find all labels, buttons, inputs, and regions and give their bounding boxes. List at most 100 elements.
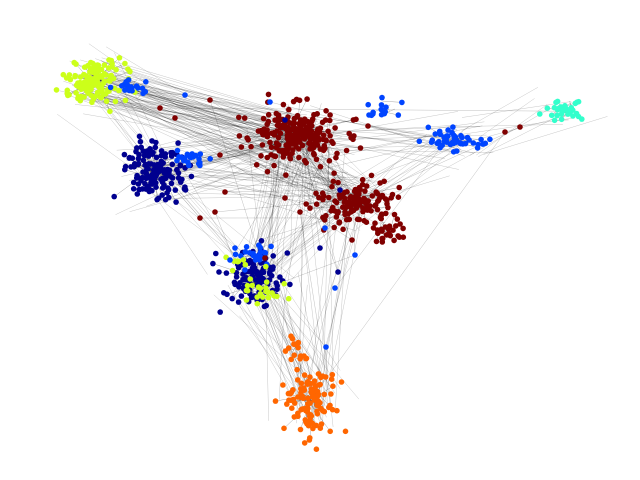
graph-node-community-maroon — [333, 214, 340, 220]
graph-node-community-navy — [158, 162, 164, 168]
graph-edge — [101, 57, 319, 123]
graph-node-community-lime — [106, 57, 112, 63]
graph-node-community-lime — [72, 73, 78, 80]
graph-node-community-orange — [295, 340, 301, 347]
graph-node-community-maroon — [391, 211, 398, 218]
graph-node-community-lime — [249, 282, 255, 289]
graph-node-community-orange — [303, 419, 309, 425]
graph-node-community-blue — [323, 344, 329, 350]
graph-edge — [139, 163, 357, 232]
graph-node-community-maroon — [313, 156, 320, 163]
graph-edge — [105, 46, 347, 192]
graph-edge — [248, 204, 361, 254]
graph-node-community-maroon — [289, 121, 296, 127]
graph-node-community-maroon — [253, 162, 260, 168]
graph-edge — [69, 95, 370, 207]
graph-node-community-maroon — [286, 106, 292, 113]
graph-node-community-maroon — [330, 140, 336, 147]
graph-node-community-maroon — [301, 157, 308, 164]
graph-node-community-maroon — [316, 194, 322, 201]
graph-node-community-maroon — [377, 180, 383, 186]
graph-node-community-maroon — [296, 97, 303, 104]
graph-edge — [109, 87, 354, 185]
graph-node-community-maroon — [258, 153, 264, 159]
graph-node-community-navy — [210, 260, 216, 267]
graph-node-community-blue — [242, 249, 249, 255]
graph-node-community-lime — [257, 285, 264, 292]
graph-node-community-blue — [332, 285, 338, 291]
graph-node-community-orange — [291, 414, 298, 420]
graph-node-community-navy — [216, 269, 222, 275]
graph-node-community-lime — [244, 282, 251, 289]
graph-node-community-navy — [268, 272, 275, 279]
graph-node-community-maroon — [258, 127, 265, 134]
graph-edge — [74, 104, 287, 128]
graph-node-community-navy — [148, 149, 155, 156]
graph-edge — [239, 315, 308, 405]
graph-node-community-maroon — [378, 193, 385, 200]
graph-node-community-orange — [308, 386, 315, 393]
graph-node-community-navy — [141, 152, 148, 159]
graph-node-community-navy — [135, 155, 142, 162]
graph-edge — [461, 101, 572, 118]
graph-node-community-navy — [253, 277, 259, 283]
graph-node-community-blue — [352, 252, 358, 258]
graph-node-community-maroon — [298, 125, 305, 132]
graph-edge — [172, 152, 278, 202]
graph-node-community-blue — [250, 250, 256, 257]
graph-node-community-blue — [450, 124, 456, 130]
graph-node-community-orange — [307, 435, 313, 441]
graph-node-community-maroon — [268, 130, 275, 136]
graph-edge — [63, 80, 376, 184]
graph-node-community-navy — [224, 291, 230, 298]
graph-node-community-maroon — [285, 129, 291, 135]
graph-node-community-cyan — [558, 111, 565, 117]
graph-node-community-navy — [258, 238, 265, 244]
graph-node-community-lime — [223, 254, 229, 261]
graph-node-community-orange — [321, 391, 328, 398]
graph-node-community-maroon — [351, 133, 357, 139]
graph-node-community-lime — [85, 85, 91, 91]
graph-node-community-maroon — [271, 162, 277, 169]
graph-node-community-maroon — [265, 91, 272, 98]
graph-edge — [95, 58, 264, 120]
graph-node-community-maroon — [374, 190, 381, 197]
graph-node-community-blue — [242, 267, 248, 273]
graph-edge — [88, 91, 269, 152]
graph-edge — [315, 140, 445, 159]
graph-node-community-maroon — [342, 209, 348, 215]
graph-node-community-lime — [89, 60, 96, 67]
graph-node-community-maroon — [212, 209, 218, 215]
graph-node-community-navy — [177, 162, 184, 168]
graph-edge — [267, 283, 341, 389]
graph-edge — [243, 127, 275, 269]
graph-node-community-orange — [309, 394, 316, 400]
graph-node-community-navy — [137, 138, 144, 145]
graph-node-community-navy — [135, 160, 142, 167]
graph-node-community-maroon — [334, 150, 340, 157]
graph-node-community-maroon — [303, 201, 310, 207]
graph-edge — [105, 98, 373, 198]
graph-node-community-blue — [186, 162, 192, 169]
graph-node-community-maroon — [172, 115, 178, 121]
graph-node-community-navy — [181, 186, 188, 192]
graph-node-community-maroon — [356, 188, 362, 195]
graph-edge — [154, 176, 358, 178]
graph-node-community-maroon — [317, 163, 324, 170]
graph-node-community-lime — [75, 84, 82, 90]
graph-node-community-lime — [78, 93, 84, 100]
graph-node-community-maroon — [311, 143, 317, 150]
graph-node-community-navy — [173, 199, 179, 205]
graph-node-community-maroon — [385, 225, 392, 232]
graph-node-community-orange — [315, 371, 322, 377]
graph-node-community-maroon — [314, 111, 321, 117]
graph-node-community-orange — [287, 391, 294, 397]
graph-node-community-maroon — [359, 176, 366, 183]
graph-node-community-maroon — [275, 134, 282, 141]
graph-node-community-maroon — [322, 117, 329, 123]
graph-node-community-blue — [181, 157, 187, 164]
graph-node-community-navy — [135, 181, 142, 187]
graph-node-community-blue — [182, 92, 188, 98]
graph-edge — [332, 134, 428, 192]
